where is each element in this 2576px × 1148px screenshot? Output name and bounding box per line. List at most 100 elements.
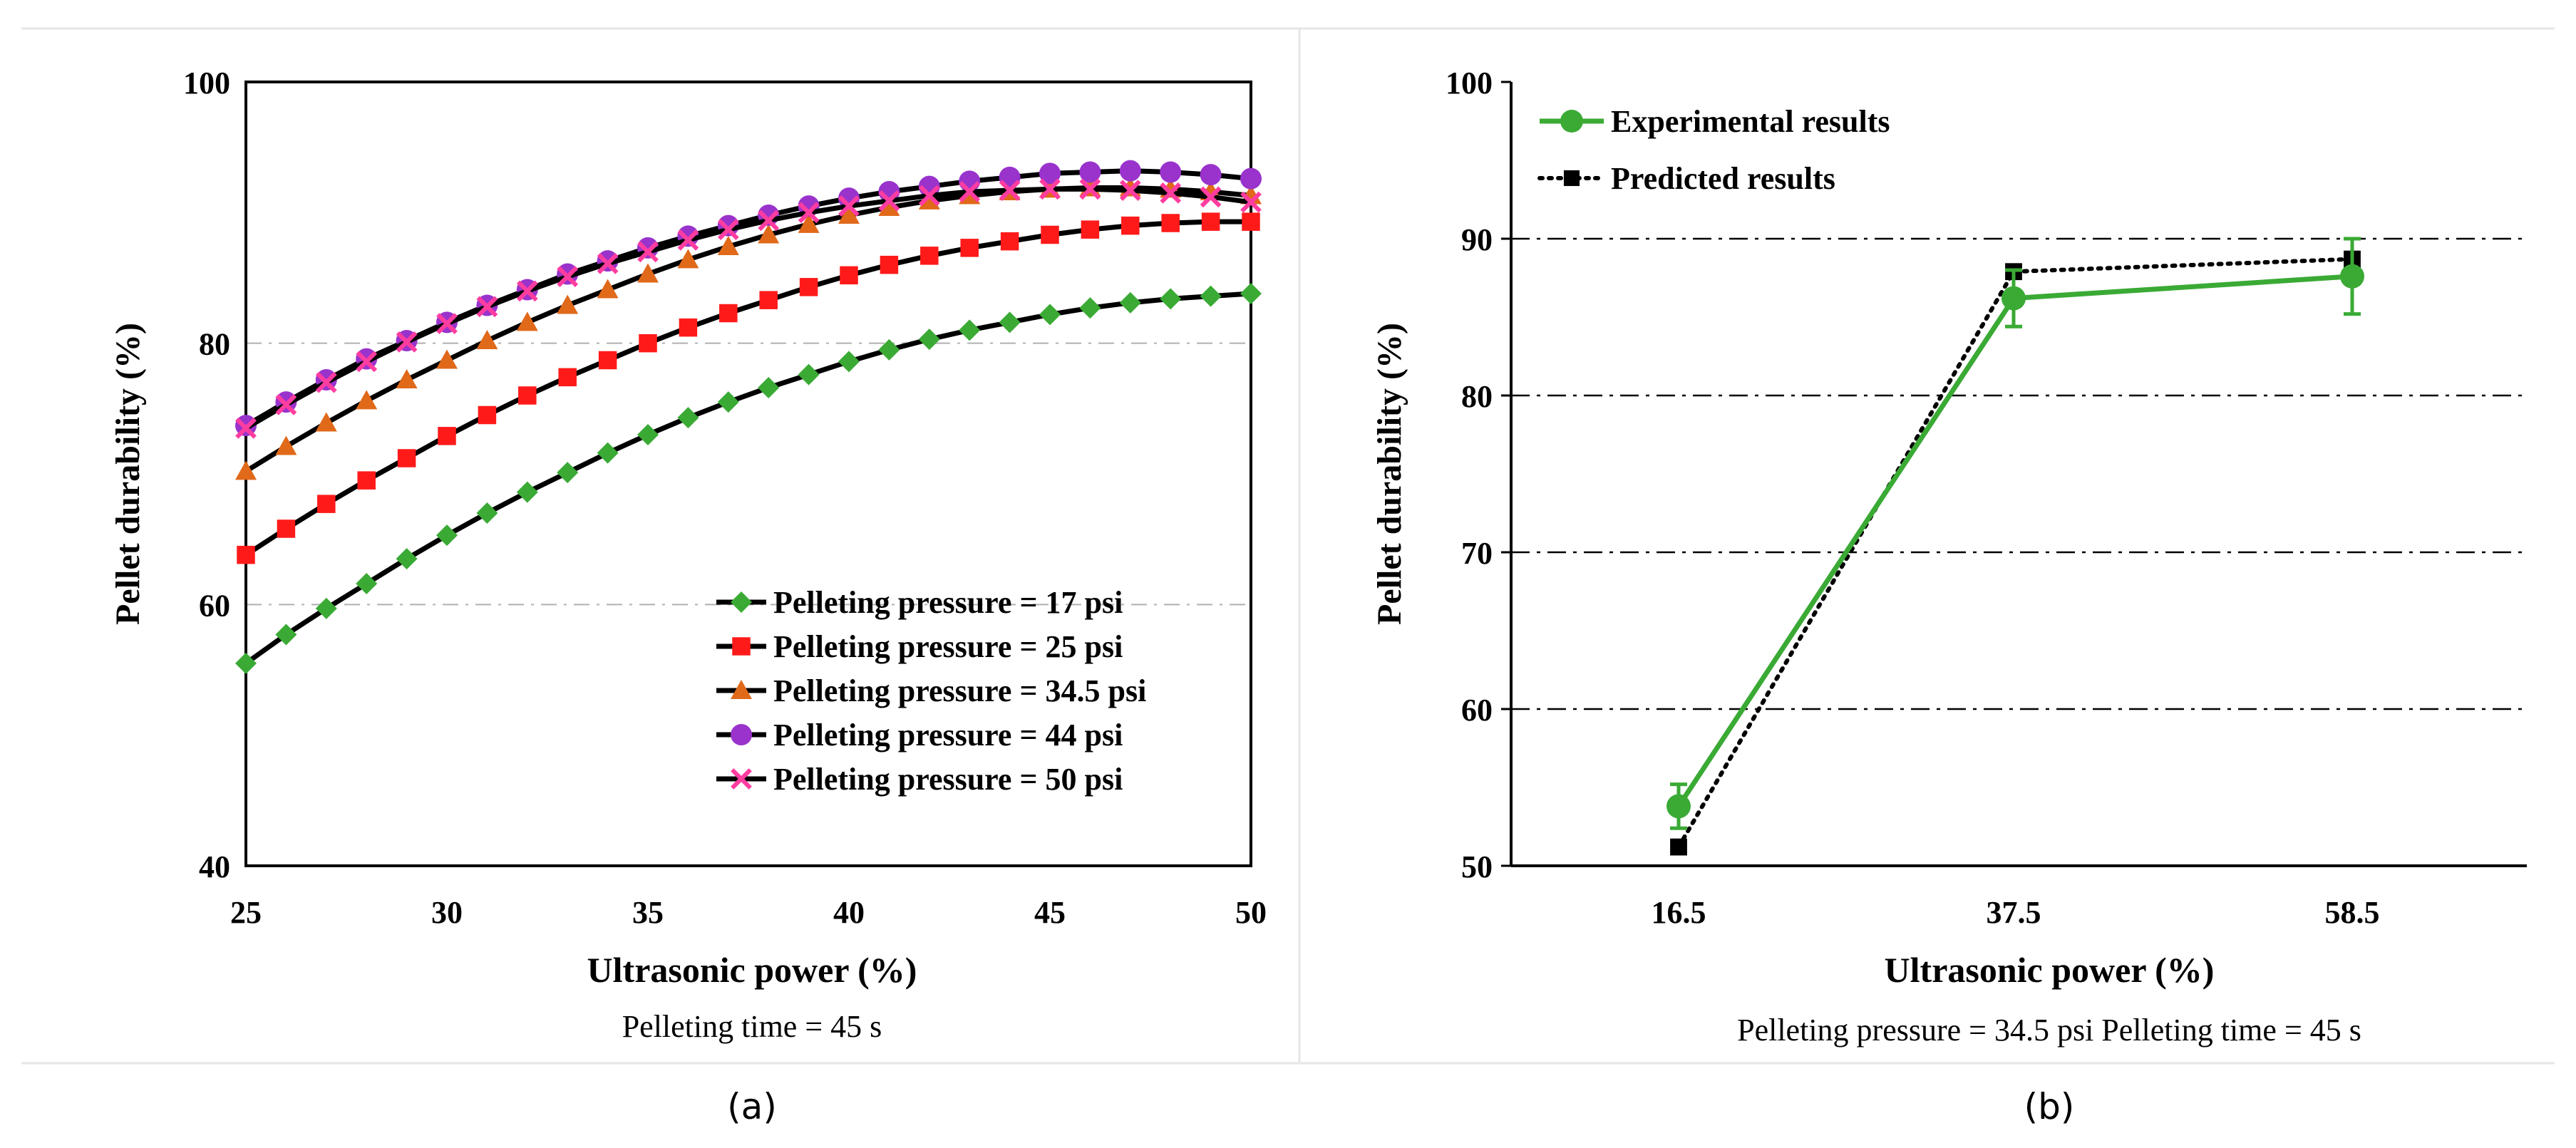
chart-a-data-point [838,195,860,217]
chart-a-data-point [315,597,337,619]
chart-a-data-point [798,213,820,233]
chart-a-data-point [717,236,739,255]
chart-a-data-point [396,331,418,353]
chart-b: 50 60 70 80 90 100 16.5 37.5 58.5 Pellet durabi… [1371,66,2527,1048]
chart-a-data-point [840,266,858,285]
chart-a-ytick-label: 100 [183,66,230,100]
chart-b-experimental-line [1676,274,2353,808]
chart-a-data-point [1079,178,1101,200]
chart-b-ytick-label: 70 [1461,536,1493,571]
chart-b-legend-label: Predicted results [1611,161,1835,196]
chart-a-data-point [357,471,376,490]
chart-a-data-point [1039,162,1061,185]
chart-a-data-point [1079,297,1101,319]
chart-a-data-point [717,219,739,241]
chart-b-y-ticks: 50 60 70 80 90 100 [1446,66,1511,884]
chart-a-data-point [759,291,778,309]
chart-a-data-point [277,519,296,538]
chart-a-xtick-label: 35 [632,895,664,930]
chart-a-data-point [235,417,257,439]
chart-a-data-point [476,296,498,318]
chart-a-data-point [1079,161,1101,183]
chart-b-legend: Experimental results Predicted results [1537,104,1890,196]
chart-a-data-point [557,266,579,288]
chart-a-data-point [557,294,579,314]
chart-a-xtick-label: 25 [230,895,262,930]
chart-a-ytick-label: 40 [199,849,230,884]
chart-a-data-point [1240,167,1262,190]
chart-a-legend-marker [731,724,752,745]
chart-a-xtick-label: 50 [1235,895,1267,930]
chart-a-data-point [356,390,378,410]
chart-a-ytick-label: 60 [199,588,230,623]
chart-a-legend-label: Pelleting pressure = 25 psi [773,629,1123,664]
chart-a-data-point [878,197,900,216]
chart-b-xtick-label: 37.5 [1987,895,2041,930]
chart-a-data-point [758,377,780,398]
chart-a-legend-label: Pelleting pressure = 34.5 psi [773,673,1146,708]
chart-a-legend-marker [731,591,752,613]
chart-a-data-point [1161,214,1180,232]
chart-a-data-point [235,460,257,480]
chart-b-xlabel: Ultrasonic power (%) [1885,950,2215,990]
chart-a-data-point [637,263,659,283]
chart-b-experimental-point [1666,794,1691,819]
chart-a-data-point [516,311,538,331]
chart-a-data-point [235,652,257,674]
chart-a-xtick-label: 40 [833,895,865,930]
chart-b-gridlines [1511,237,2527,710]
chart-b-x-ticks: 16.5 37.5 58.5 [1652,895,2380,930]
chart-a-data-point [639,333,657,353]
chart-b-legend-label: Experimental results [1611,104,1890,139]
chart-a-legend-marker [732,637,751,656]
chart-a-data-point [1200,285,1222,307]
chart-a-ytick-label: 80 [199,327,230,362]
chart-a-data-point [1121,216,1140,235]
chart-a-data-point [275,624,297,646]
chart-a-data-point [758,224,780,244]
chart-a-data-point [557,462,579,484]
chart-a-ylabel: Pellet durability (%) [109,323,147,625]
chart-a-data-point [317,495,336,513]
chart-a-caption: Pelleting time = 45 s [622,1009,882,1044]
chart-b-caption: Pelleting pressure = 34.5 psi Pelleting … [1737,1013,2361,1048]
chart-b-ytick-label: 80 [1461,379,1493,414]
chart-a-legend-label: Pelleting pressure = 17 psi [773,585,1123,620]
panel-label-b: (b) [2024,1086,2075,1127]
chart-b-xtick-label: 58.5 [2325,895,2380,930]
chart-b-legend-marker [1563,170,1580,187]
chart-a-legend-marker [731,768,752,790]
chart-a-data-point [438,427,456,445]
chart-a-legend-label: Pelleting pressure = 44 psi [773,718,1123,753]
chart-a-data-point [637,241,659,263]
chart-a-data-point [878,338,900,361]
chart-a-data-point [1200,164,1222,186]
chart-a-data-point [918,329,940,351]
chart-b-legend-marker [1560,110,1583,133]
chart-a-data-point [878,190,900,212]
chart-a-series-0 [235,283,1262,674]
chart-b-series-experimental [1666,237,2364,830]
chart-a-series-line [244,186,1252,430]
chart-a-data-point [436,349,458,369]
chart-a-y-ticks: 40 60 80 100 [183,66,230,884]
chart-a-data-point [516,280,538,302]
chart-a-data-point [598,351,617,370]
chart-b-ytick-label: 100 [1446,66,1493,100]
chart-a-data-point [1041,225,1059,244]
chart-a-data-point [275,435,297,455]
chart-a-data-point [396,369,418,388]
chart-a-xtick-label: 45 [1034,895,1066,930]
chart-a-data-point [959,181,981,202]
chart-b-ylabel: Pellet durability (%) [1371,323,1408,625]
chart-a-data-point [1240,191,1262,213]
chart-a-data-point [758,210,780,232]
chart-a-data-point [959,319,981,341]
chart-a-data-point [918,190,940,210]
chart-b-ytick-label: 90 [1461,222,1493,257]
chart-a-data-point [717,391,739,413]
chart-a-data-point [918,185,940,207]
chart-a-data-point [1039,178,1061,200]
chart-b-experimental-point [2001,286,2026,311]
chart-a-data-point [999,311,1021,333]
